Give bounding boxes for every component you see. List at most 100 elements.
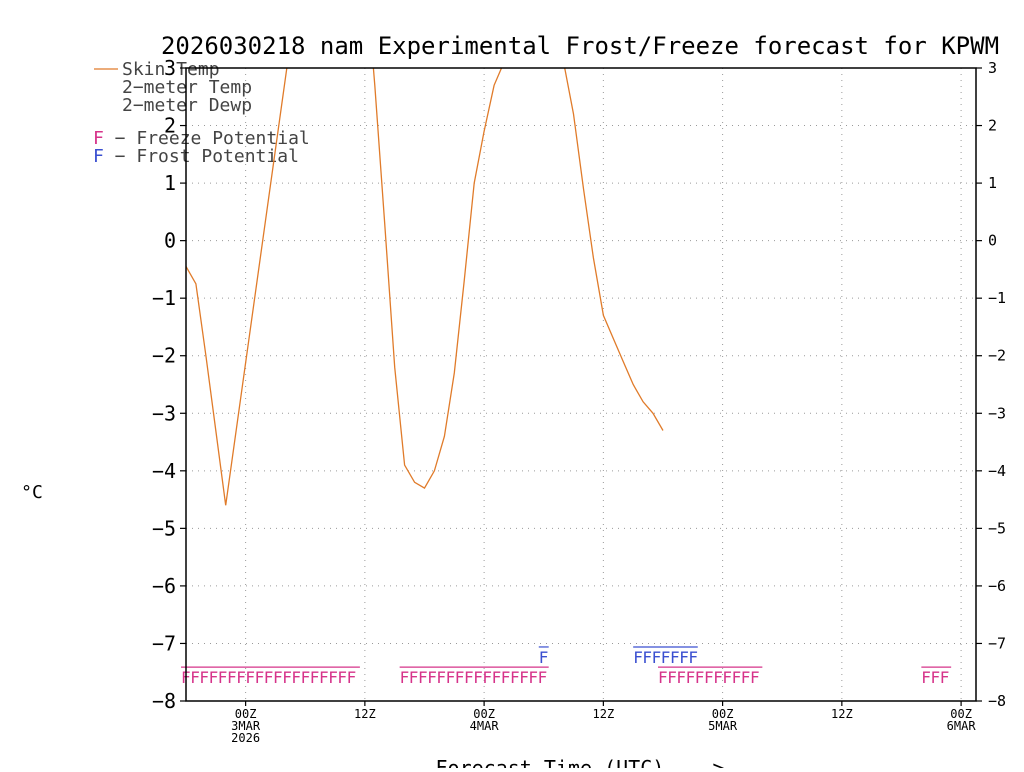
freeze-flag-letter: F — [319, 668, 329, 687]
freeze-flag-letter: F — [427, 668, 437, 687]
freeze-flag-letter: F — [713, 668, 723, 687]
freeze-flag-letter: F — [501, 668, 511, 687]
y-tick-label-left: −3 — [152, 401, 176, 425]
y-tick-label-right: −8 — [988, 692, 1006, 710]
freeze-flag-letter: F — [273, 668, 283, 687]
frost-flag-letter: F — [679, 648, 689, 667]
x-tick-label: 00Z — [712, 707, 734, 721]
y-tick-label-right: 0 — [988, 232, 997, 250]
freeze-flag-letter: F — [209, 668, 219, 687]
y-tick-label-left: −4 — [152, 459, 176, 483]
freeze-flag-letter: F — [482, 668, 492, 687]
y-tick-label-right: 3 — [988, 59, 997, 77]
x-tick-label: 00Z — [950, 707, 972, 721]
frost-flag-letter: F — [670, 648, 680, 667]
freeze-flag-letter: F — [695, 668, 705, 687]
series-group — [186, 68, 664, 506]
freeze-flag-letter: F — [337, 668, 347, 687]
chart-title: 2026030218 nam Experimental Frost/Freeze… — [161, 32, 999, 60]
legend-label-skin-temp: Skin Temp — [122, 59, 220, 80]
y-tick-label-right: 1 — [988, 174, 997, 192]
frost-flag-letter: F — [688, 648, 698, 667]
y-tick-label-left: 3 — [164, 56, 176, 80]
freeze-flag-letter: F — [510, 668, 520, 687]
freeze-flag-letter: F — [921, 668, 931, 687]
freeze-flag-letter: F — [245, 668, 255, 687]
y-tick-label-left: 1 — [164, 171, 176, 195]
freeze-flag-letter: F — [538, 668, 548, 687]
y-tick-label-left: −8 — [152, 689, 176, 713]
freeze-flag-letter: F — [940, 668, 950, 687]
legend-freeze-potential: F − Freeze Potential — [93, 128, 310, 149]
y-tick-label-left: −7 — [152, 631, 176, 655]
series-line-skin-temp — [186, 68, 664, 506]
x-tick-label: 5MAR — [708, 719, 738, 733]
freeze-flag-letter: F — [409, 668, 419, 687]
legend-label-2m-temp: 2−meter Temp — [122, 77, 252, 98]
y-tick-label-right: −7 — [988, 634, 1006, 652]
freeze-flag-letter: F — [236, 668, 246, 687]
y-tick-label-left: −6 — [152, 574, 176, 598]
freeze-flag-letter: F — [446, 668, 456, 687]
freeze-flag-letter: F — [455, 668, 465, 687]
x-tick-label: 00Z — [473, 707, 495, 721]
freeze-flag-letter: F — [310, 668, 320, 687]
x-tick-label: 00Z — [235, 707, 257, 721]
freeze-flag-letter: F — [473, 668, 483, 687]
y-tick-label-left: 0 — [164, 229, 176, 253]
y-tick-label-left: −1 — [152, 286, 176, 310]
y-tick-label-left: 2 — [164, 114, 176, 138]
y-tick-label-right: −5 — [988, 519, 1006, 537]
y-tick-label-right: −1 — [988, 289, 1006, 307]
legend-frost-potential: F − Frost Potential — [93, 146, 299, 167]
freeze-flag-letter: F — [264, 668, 274, 687]
freeze-flag-letter: F — [528, 668, 538, 687]
freeze-flag-letter: F — [722, 668, 732, 687]
freeze-flag-letter: F — [658, 668, 668, 687]
freeze-flag-letter: F — [227, 668, 237, 687]
freeze-flag-letter: F — [255, 668, 265, 687]
legend-label-2m-dewp: 2−meter Dewp — [122, 95, 252, 116]
freeze-flag-letter: F — [667, 668, 677, 687]
freeze-flag-letter: F — [328, 668, 338, 687]
x-tick-label: 12Z — [831, 707, 853, 721]
x-tick-label: 4MAR — [470, 719, 500, 733]
x-tick-label: 6MAR — [947, 719, 977, 733]
freeze-flag-letter: F — [400, 668, 410, 687]
frost-flag-letter: F — [539, 648, 549, 667]
legend-freeze-text: − Freeze Potential — [104, 128, 310, 149]
grid — [186, 67, 976, 702]
legend-frost-text: − Frost Potential — [104, 146, 299, 167]
y-tick-label-right: −6 — [988, 577, 1006, 595]
y-tick-label-right: −2 — [988, 347, 1006, 365]
x-axis-label: Forecast Time (UTC) ---> — [436, 756, 725, 768]
freeze-flag-letter: F — [704, 668, 714, 687]
y-tick-label-left: −5 — [152, 516, 176, 540]
freeze-flag-letter: F — [686, 668, 696, 687]
freeze-flag-letter: F — [190, 668, 200, 687]
freeze-flag-letter: F — [931, 668, 941, 687]
freeze-flag-letter: F — [347, 668, 357, 687]
frost-flag-letter: F — [652, 648, 662, 667]
legend-freeze-symbol: F — [93, 128, 104, 149]
legend-frost-symbol: F — [93, 146, 104, 167]
frost-flag-letter: F — [633, 648, 643, 667]
freeze-flag-letter: F — [676, 668, 686, 687]
x-tick-label: 12Z — [593, 707, 615, 721]
x-tick-label: 12Z — [354, 707, 376, 721]
freeze-flag-letter: F — [291, 668, 301, 687]
x-tick-label: 3MAR — [231, 719, 261, 733]
frost-flag-letter: F — [642, 648, 652, 667]
freeze-flag-letter: F — [218, 668, 228, 687]
plot-frame — [185, 67, 977, 702]
x-tick-label: 2026 — [231, 731, 260, 745]
y-tick-label-right: −3 — [988, 404, 1006, 422]
freeze-flag-letter: F — [741, 668, 751, 687]
freeze-flag-letter: F — [492, 668, 502, 687]
y-tick-label-right: −4 — [988, 462, 1006, 480]
freeze-flag-letter: F — [464, 668, 474, 687]
freeze-flag-letter: F — [750, 668, 760, 687]
